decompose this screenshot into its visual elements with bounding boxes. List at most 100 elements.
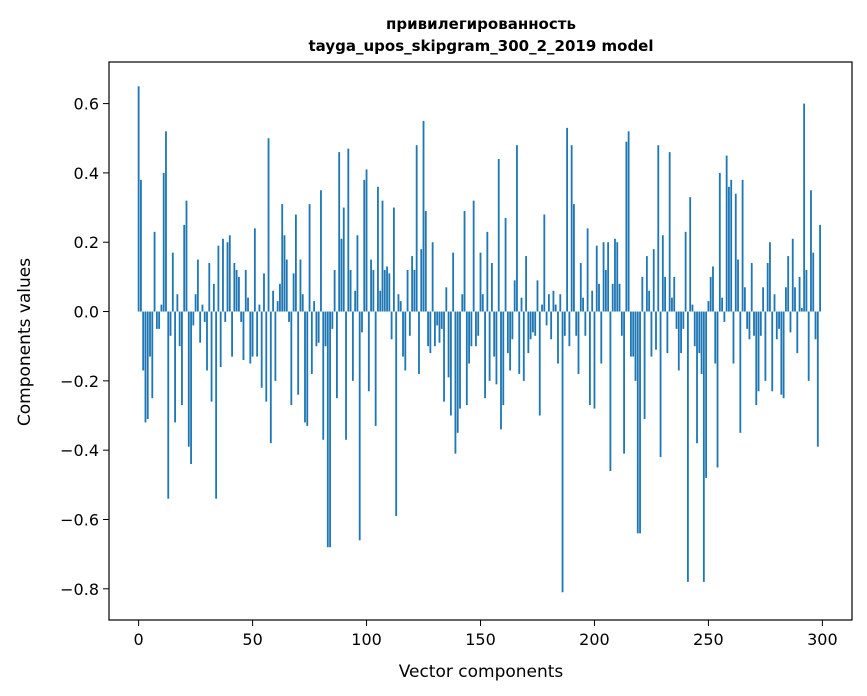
bar-276 (766, 263, 769, 312)
bar-134 (443, 311, 445, 402)
bar-229 (659, 311, 662, 458)
bar-119 (408, 311, 411, 336)
bar-209 (614, 238, 616, 312)
chart-title-line2: tayga_upos_skipgram_300_2_2019 model (309, 37, 654, 55)
bar-213 (623, 311, 625, 454)
bar-69 (294, 214, 297, 312)
x-axis-label: Vector components (399, 662, 564, 682)
bar-146 (470, 311, 473, 347)
bar-268 (748, 311, 751, 340)
bar-194 (579, 263, 582, 312)
x-tick-label-0: 0 (134, 630, 144, 649)
bar-188 (566, 127, 569, 312)
bar-290 (798, 276, 801, 312)
bar-85 (331, 311, 334, 329)
bar-47 (244, 269, 247, 312)
bar-6 (151, 311, 154, 399)
bar-257 (723, 311, 726, 322)
bar-23 (190, 311, 192, 465)
bar-30 (206, 311, 208, 371)
bar-118 (406, 269, 409, 312)
bar-132 (438, 311, 441, 343)
bar-64 (283, 235, 286, 312)
y-tick-label-7: 0.6 (74, 95, 99, 114)
bar-262 (734, 193, 737, 312)
bar-270 (753, 311, 755, 336)
bar-24 (192, 311, 195, 326)
bar-243 (691, 304, 694, 312)
bar-57 (267, 138, 270, 312)
bar-296 (812, 252, 815, 312)
bar-167 (518, 311, 521, 374)
bar-258 (725, 155, 728, 312)
bar-184 (557, 311, 559, 364)
bar-35 (217, 245, 220, 312)
bar-126 (424, 211, 427, 312)
bar-244 (693, 311, 696, 347)
bar-288 (794, 287, 796, 312)
bar-79 (317, 311, 320, 343)
bar-237 (677, 311, 680, 371)
bar-83 (326, 311, 329, 548)
bar-172 (529, 311, 532, 340)
bar-224 (648, 290, 651, 312)
bar-39 (226, 242, 229, 312)
bar-13 (167, 311, 170, 499)
bar-197 (586, 228, 589, 312)
bar-50 (251, 311, 254, 357)
y-tick-label-5: 0.2 (74, 233, 99, 252)
bar-186 (561, 311, 564, 593)
bar-107 (381, 200, 384, 312)
bar-233 (668, 152, 671, 312)
bar-124 (420, 249, 423, 312)
bar-80 (320, 190, 322, 312)
bar-195 (582, 297, 584, 312)
bar-285 (787, 256, 790, 312)
bar-110 (388, 273, 391, 312)
bar-1 (140, 179, 142, 312)
bar-160 (502, 311, 505, 406)
bar-25 (194, 294, 197, 312)
bar-205 (604, 269, 607, 312)
bar-56 (265, 311, 268, 402)
bar-53 (258, 304, 261, 312)
bar-97 (358, 311, 361, 541)
bar-73 (304, 311, 306, 423)
bar-42 (233, 263, 236, 312)
bar-129 (431, 242, 434, 312)
bar-70 (297, 311, 300, 395)
bar-12 (165, 131, 167, 312)
bar-231 (664, 276, 667, 312)
bar-272 (757, 311, 760, 392)
bar-77 (313, 301, 316, 312)
y-axis-ticks: −0.8 −0.6 −0.4 −0.2 0.0 0.2 0.4 0.6 (60, 95, 109, 599)
bar-241 (686, 311, 689, 582)
x-tick-label-150: 150 (465, 630, 496, 649)
bar-34 (215, 311, 218, 499)
bar-109 (386, 266, 388, 312)
bar-18 (178, 311, 181, 347)
bar-265 (741, 179, 744, 312)
bar-76 (310, 311, 313, 374)
bar-291 (800, 308, 803, 312)
bar-283 (782, 311, 785, 399)
bar-106 (379, 290, 382, 312)
bar-127 (427, 311, 429, 347)
y-tick-label-6: 0.4 (74, 164, 99, 183)
bar-227 (655, 311, 657, 350)
bars-group (137, 86, 821, 593)
bar-165 (513, 280, 516, 312)
bar-105 (377, 186, 379, 312)
bar-4 (146, 311, 149, 419)
bar-130 (434, 311, 436, 347)
bar-91 (345, 311, 347, 440)
bar-19 (181, 311, 183, 406)
bar-87 (336, 311, 338, 399)
bar-169 (522, 311, 525, 381)
bar-111 (390, 311, 393, 340)
bar-90 (342, 207, 345, 312)
bar-274 (762, 287, 765, 312)
bar-114 (397, 294, 400, 312)
bar-263 (737, 259, 739, 312)
bar-239 (682, 311, 685, 329)
